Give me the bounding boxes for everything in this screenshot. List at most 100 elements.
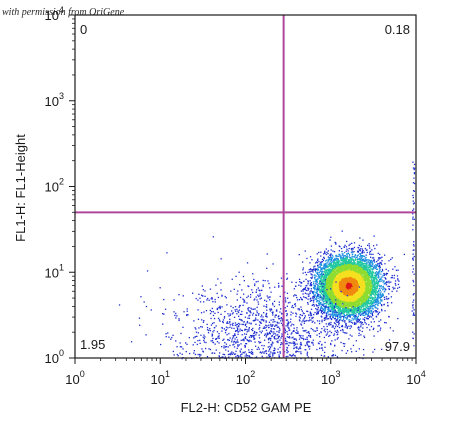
event-point — [349, 302, 351, 304]
event-point — [316, 301, 318, 303]
event-point — [366, 293, 369, 295]
event-point — [376, 311, 379, 313]
event-point — [321, 310, 323, 312]
event-point — [313, 287, 315, 290]
event-point — [356, 259, 358, 261]
event-point — [326, 273, 328, 276]
event-point — [330, 306, 332, 308]
event-point — [378, 325, 380, 327]
event-point — [344, 244, 346, 246]
event-point — [340, 304, 342, 307]
event-point — [348, 309, 350, 311]
event-point — [354, 322, 356, 324]
event-point — [333, 263, 335, 265]
event-point — [362, 311, 364, 313]
event-point — [358, 257, 361, 260]
event-point — [319, 263, 321, 265]
event-point — [299, 281, 301, 283]
event-point — [318, 310, 320, 312]
event-point — [380, 262, 382, 264]
event-point — [342, 311, 344, 314]
event-point — [325, 272, 327, 274]
event-point — [360, 310, 363, 312]
event-point — [324, 280, 327, 282]
event-point — [353, 283, 356, 285]
event-point — [371, 269, 374, 271]
event-point — [318, 251, 320, 254]
event-point — [384, 290, 386, 292]
event-point — [381, 268, 384, 271]
event-point — [322, 259, 325, 261]
event-point — [324, 264, 326, 267]
event-point — [320, 261, 322, 263]
event-point — [309, 262, 311, 264]
event-point — [334, 326, 337, 328]
event-point — [335, 285, 337, 287]
event-point — [323, 263, 325, 265]
event-point — [394, 280, 397, 282]
event-point — [337, 317, 339, 319]
event-point — [326, 293, 328, 295]
event-point — [346, 263, 349, 265]
event-point — [324, 346, 326, 348]
event-point — [375, 271, 378, 273]
event-point — [363, 336, 366, 339]
event-point — [385, 284, 388, 286]
event-point — [372, 260, 374, 262]
event-point — [328, 305, 330, 308]
event-point — [311, 270, 313, 272]
event-point — [334, 258, 337, 261]
event-point — [314, 280, 317, 282]
event-point — [345, 246, 348, 248]
event-point — [319, 264, 322, 266]
event-point — [302, 261, 304, 263]
event-point — [360, 324, 362, 326]
event-point — [339, 246, 341, 248]
event-point — [375, 289, 377, 292]
event-point — [359, 308, 361, 310]
event-point — [347, 256, 349, 258]
event-point — [346, 306, 348, 309]
event-point — [339, 300, 342, 302]
event-point — [357, 327, 359, 329]
event-point — [369, 251, 371, 253]
event-point — [368, 303, 370, 305]
event-point — [345, 314, 347, 317]
event-point — [342, 258, 344, 260]
event-point — [346, 326, 348, 328]
event-point — [374, 310, 376, 312]
event-point — [346, 305, 348, 307]
event-point — [337, 261, 339, 263]
event-point — [363, 276, 365, 278]
event-point — [332, 305, 335, 307]
event-point — [373, 300, 375, 302]
event-point — [325, 312, 328, 314]
event-point — [370, 312, 372, 315]
event-point — [332, 250, 334, 252]
event-point — [358, 326, 360, 328]
event-point — [337, 301, 339, 303]
event-point — [359, 261, 362, 263]
event-point — [302, 312, 304, 314]
event-point — [351, 247, 353, 250]
event-point — [372, 287, 374, 289]
event-point — [346, 240, 348, 243]
event-point — [322, 287, 324, 289]
event-point — [338, 316, 341, 318]
event-point — [361, 258, 364, 261]
event-point — [354, 317, 356, 319]
event-point — [324, 307, 326, 309]
event-point — [319, 304, 321, 306]
event-point — [374, 261, 376, 263]
event-point — [378, 268, 381, 270]
event-point — [331, 254, 334, 256]
event-point — [351, 256, 353, 258]
event-point — [356, 319, 358, 322]
event-point — [349, 284, 352, 287]
event-point — [362, 249, 364, 252]
event-point — [368, 288, 370, 290]
event-point — [316, 311, 318, 313]
event-point — [382, 274, 384, 276]
event-point — [372, 271, 374, 274]
event-point — [320, 274, 322, 276]
